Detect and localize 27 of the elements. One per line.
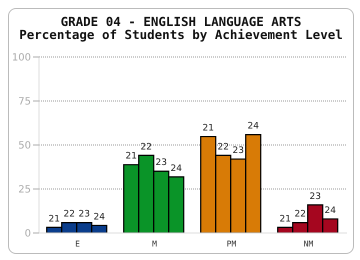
series-label: 24: [93, 212, 106, 222]
text: 24: [170, 164, 182, 174]
y-tick-label: 0: [24, 228, 31, 240]
text: 23: [232, 146, 244, 156]
text: 23: [309, 192, 321, 202]
y-tick-label: 50: [18, 140, 31, 152]
x-tick-label: M: [152, 240, 158, 249]
text: 21: [279, 214, 291, 224]
x-tick-label: PM: [226, 240, 236, 249]
chart-subtitle: Percentage of Students by Achievement Level: [18, 27, 344, 42]
y-tick-label: 25: [18, 184, 31, 196]
text: 21: [125, 152, 137, 162]
text: 24: [247, 122, 259, 132]
text: 22: [140, 142, 152, 152]
chart-title: GRADE 04 - ENGLISH LANGUAGE ARTS: [60, 14, 302, 29]
y-tick-label: 100: [12, 52, 31, 64]
text: 24: [324, 206, 336, 216]
text: 23: [155, 158, 167, 168]
text: 21: [202, 124, 214, 134]
x-tick-label: NM: [304, 240, 314, 249]
y-tick-label: 75: [18, 96, 31, 108]
text: 22: [294, 210, 306, 220]
series-label: 21: [48, 214, 60, 224]
x-tick-label: E: [75, 240, 80, 249]
series-label: 22: [63, 210, 75, 220]
series-label: 23: [78, 210, 90, 220]
text: 22: [217, 142, 229, 152]
